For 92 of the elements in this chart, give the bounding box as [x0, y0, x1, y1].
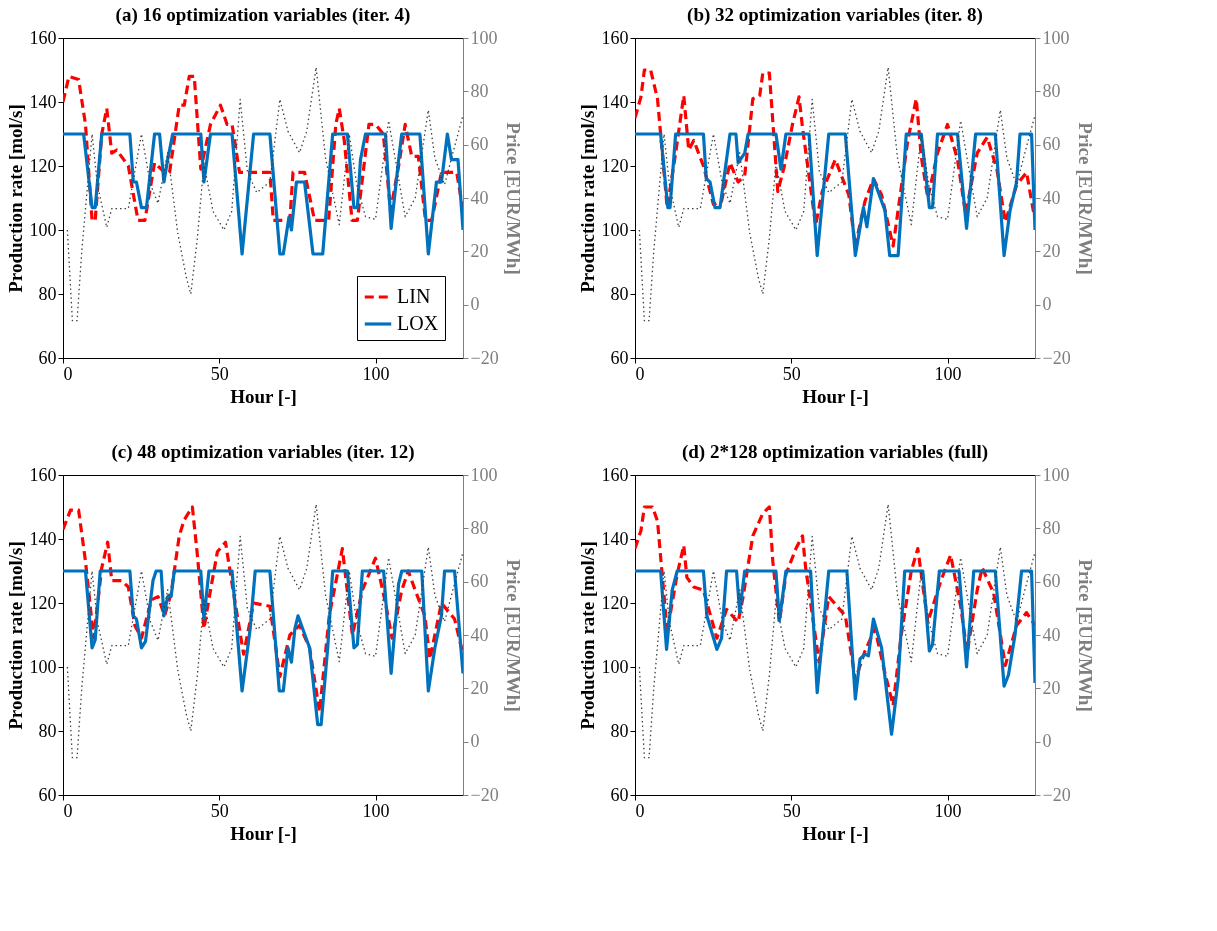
- y2-tick-label: −20: [470, 784, 499, 805]
- y-tick-label: 160: [601, 464, 629, 485]
- y2-tick-label: 60: [470, 571, 489, 592]
- y2-tick-label: 80: [1042, 80, 1061, 101]
- x-tick-label: 100: [934, 363, 962, 384]
- y2-tick-label: 80: [470, 517, 489, 538]
- chart-title: (a) 16 optimization variables (iter. 4): [115, 4, 411, 26]
- y2-axis-title: Price [EUR/MWh]: [1074, 559, 1096, 712]
- y2-tick-label: 80: [1042, 517, 1061, 538]
- y2-tick-label: 20: [1042, 240, 1061, 261]
- y-axis-title: Production rate [mol/s]: [576, 104, 598, 293]
- x-tick-label: 0: [635, 800, 645, 821]
- y-tick-label: 160: [601, 27, 629, 48]
- x-axis-title: Hour [-]: [802, 822, 869, 844]
- y-tick-label: 140: [29, 91, 57, 112]
- line-series: [635, 569, 1035, 736]
- y2-tick-label: 100: [470, 27, 498, 48]
- x-tick-label: 100: [362, 363, 390, 384]
- y2-tick-label: 60: [1042, 134, 1061, 155]
- line-series: [63, 505, 463, 714]
- y-tick-label: 60: [610, 784, 629, 805]
- y2-tick-label: 0: [470, 294, 480, 315]
- y-tick-label: 100: [29, 656, 57, 677]
- y-tick-label: 120: [601, 592, 629, 613]
- x-axis-title: Hour [-]: [230, 822, 297, 844]
- x-tick-label: 100: [934, 800, 962, 821]
- y-tick-label: 80: [610, 720, 629, 741]
- y-tick-label: 100: [601, 656, 629, 677]
- line-series: [63, 569, 463, 727]
- line-series: [638, 503, 1035, 759]
- x-tick-label: 0: [63, 800, 73, 821]
- x-tick-label: 50: [782, 363, 801, 384]
- y2-tick-label: 0: [470, 731, 480, 752]
- line-series: [638, 66, 1035, 322]
- y-tick-label: 80: [38, 720, 57, 741]
- y-axis-title: Production rate [mol/s]: [4, 104, 26, 293]
- chart-title: (d) 2*128 optimization variables (full): [681, 441, 989, 463]
- legend-label: LOX: [397, 312, 439, 334]
- y-tick-label: 100: [601, 219, 629, 240]
- line-series: [635, 505, 1035, 707]
- y2-axis-title: Price [EUR/MWh]: [502, 122, 524, 275]
- x-tick-label: 0: [63, 363, 73, 384]
- y-tick-label: 100: [29, 219, 57, 240]
- y2-tick-label: 20: [470, 240, 489, 261]
- y2-tick-label: 20: [1042, 677, 1061, 698]
- y2-tick-label: 100: [1042, 27, 1070, 48]
- legend-label: LIN: [397, 285, 431, 307]
- y2-tick-label: 0: [1042, 731, 1052, 752]
- y-tick-label: 120: [29, 155, 57, 176]
- y-axis-title: Production rate [mol/s]: [4, 541, 26, 730]
- y-tick-label: 60: [38, 347, 57, 368]
- y-tick-label: 160: [29, 464, 57, 485]
- x-axis-title: Hour [-]: [802, 385, 869, 407]
- chart-title: (b) 32 optimization variables (iter. 8): [687, 4, 983, 26]
- line-series: [635, 68, 1035, 248]
- x-tick-label: 100: [362, 800, 390, 821]
- y2-tick-label: 60: [1042, 571, 1061, 592]
- y2-tick-label: 0: [1042, 294, 1052, 315]
- y-tick-label: 140: [601, 528, 629, 549]
- x-axis-title: Hour [-]: [230, 385, 297, 407]
- y2-tick-label: 80: [470, 80, 489, 101]
- x-tick-label: 50: [210, 363, 229, 384]
- y2-tick-label: 40: [1042, 187, 1061, 208]
- line-series: [635, 132, 1035, 258]
- x-tick-label: 0: [635, 363, 645, 384]
- line-series: [66, 503, 463, 759]
- y2-tick-label: 40: [470, 624, 489, 645]
- y-tick-label: 160: [29, 27, 57, 48]
- y-axis-title: Production rate [mol/s]: [576, 541, 598, 730]
- y2-tick-label: −20: [1042, 784, 1071, 805]
- chart-title: (c) 48 optimization variables (iter. 12): [111, 441, 415, 463]
- y2-tick-label: 40: [1042, 624, 1061, 645]
- y-tick-label: 60: [610, 347, 629, 368]
- y-tick-label: 140: [29, 528, 57, 549]
- y2-tick-label: −20: [470, 347, 499, 368]
- y2-tick-label: −20: [1042, 347, 1071, 368]
- y2-tick-label: 20: [470, 677, 489, 698]
- line-series: [63, 132, 463, 256]
- x-tick-label: 50: [782, 800, 801, 821]
- y2-tick-label: 40: [470, 187, 489, 208]
- y2-tick-label: 100: [470, 464, 498, 485]
- y2-tick-label: 60: [470, 134, 489, 155]
- y-tick-label: 80: [610, 283, 629, 304]
- y-tick-label: 140: [601, 91, 629, 112]
- y2-axis-title: Price [EUR/MWh]: [502, 559, 524, 712]
- y-tick-label: 80: [38, 283, 57, 304]
- x-tick-label: 50: [210, 800, 229, 821]
- y2-axis-title: Price [EUR/MWh]: [1074, 122, 1096, 275]
- y-tick-label: 120: [29, 592, 57, 613]
- y-tick-label: 120: [601, 155, 629, 176]
- y-tick-label: 60: [38, 784, 57, 805]
- y2-tick-label: 100: [1042, 464, 1070, 485]
